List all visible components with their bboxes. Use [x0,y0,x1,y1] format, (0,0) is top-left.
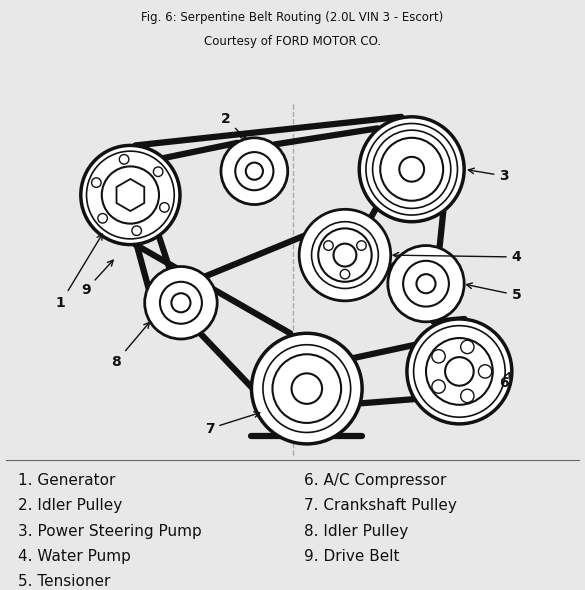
Circle shape [81,145,180,245]
Text: 2. Idler Pulley: 2. Idler Pulley [18,499,122,513]
Text: 5: 5 [466,283,521,302]
Circle shape [299,209,391,301]
Text: Courtesy of FORD MOTOR CO.: Courtesy of FORD MOTOR CO. [204,34,381,48]
Circle shape [291,373,322,404]
Text: 1. Generator: 1. Generator [18,473,115,488]
Circle shape [432,380,445,393]
Circle shape [403,261,449,307]
Text: 4: 4 [393,250,521,264]
Circle shape [102,166,159,224]
Circle shape [318,228,371,282]
Text: 6: 6 [500,373,510,390]
Circle shape [388,245,464,322]
Text: Fig. 6: Serpentine Belt Routing (2.0L VIN 3 - Escort): Fig. 6: Serpentine Belt Routing (2.0L VI… [142,11,443,24]
Circle shape [407,319,512,424]
Circle shape [460,389,474,402]
Text: 6. A/C Compressor: 6. A/C Compressor [304,473,446,488]
Circle shape [479,365,492,378]
Circle shape [460,340,474,353]
Circle shape [426,338,493,405]
Text: 1: 1 [56,234,102,310]
Circle shape [171,293,191,312]
Circle shape [359,117,464,222]
Text: 8. Idler Pulley: 8. Idler Pulley [304,524,408,539]
Circle shape [117,182,144,208]
Text: 9: 9 [81,260,113,297]
Circle shape [273,354,341,423]
Text: 4. Water Pump: 4. Water Pump [18,549,130,564]
Circle shape [445,357,474,386]
Circle shape [333,244,356,267]
Circle shape [252,333,362,444]
Text: 3. Power Steering Pump: 3. Power Steering Pump [18,524,201,539]
Text: 3: 3 [469,168,509,183]
Text: 5. Tensioner: 5. Tensioner [18,574,110,589]
Circle shape [221,138,288,205]
Circle shape [417,274,436,293]
Circle shape [400,157,424,182]
Circle shape [160,282,202,324]
Circle shape [246,163,263,180]
Circle shape [144,267,217,339]
Text: 7: 7 [205,412,260,435]
Polygon shape [116,179,144,211]
Circle shape [432,350,445,363]
Text: 9. Drive Belt: 9. Drive Belt [304,549,400,564]
Circle shape [235,152,273,190]
Text: 8: 8 [111,322,150,369]
Text: 2: 2 [221,112,246,139]
Circle shape [380,138,443,201]
Text: 7. Crankshaft Pulley: 7. Crankshaft Pulley [304,499,457,513]
